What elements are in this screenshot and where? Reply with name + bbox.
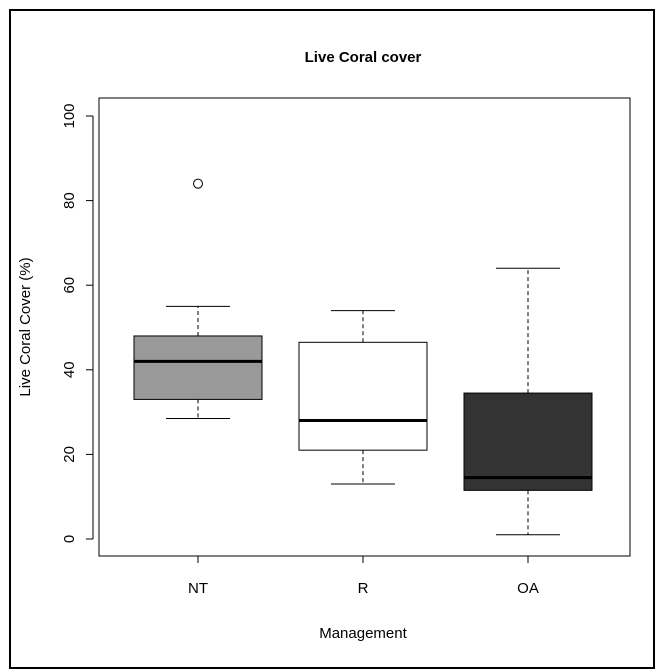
box-r — [298, 310, 428, 485]
outlier-point — [193, 178, 203, 189]
x-tick-label: NT — [188, 580, 208, 597]
y-tick-label: 40 — [61, 361, 78, 378]
x-tick-label: OA — [517, 580, 539, 597]
chart-title: Live Coral cover — [305, 49, 422, 66]
boxes-group — [133, 178, 593, 536]
y-tick-label: 80 — [61, 192, 78, 209]
x-tick-label: R — [358, 580, 369, 597]
y-tick-label: 60 — [61, 277, 78, 294]
y-axis-label: Live Coral Cover (%) — [17, 257, 34, 396]
iqr-box — [133, 335, 263, 400]
x-axis-label: Management — [319, 625, 407, 642]
y-tick-label: 100 — [61, 103, 78, 128]
y-tick-label: 0 — [61, 535, 78, 543]
figure-frame — [9, 9, 655, 669]
iqr-box — [463, 392, 593, 491]
box-oa — [463, 267, 593, 536]
y-tick-label: 20 — [61, 446, 78, 463]
box-nt — [133, 178, 263, 419]
x-axis: NT R OA — [188, 555, 539, 597]
iqr-box — [298, 341, 428, 451]
y-axis: 0 20 40 60 80 100 — [61, 103, 94, 543]
